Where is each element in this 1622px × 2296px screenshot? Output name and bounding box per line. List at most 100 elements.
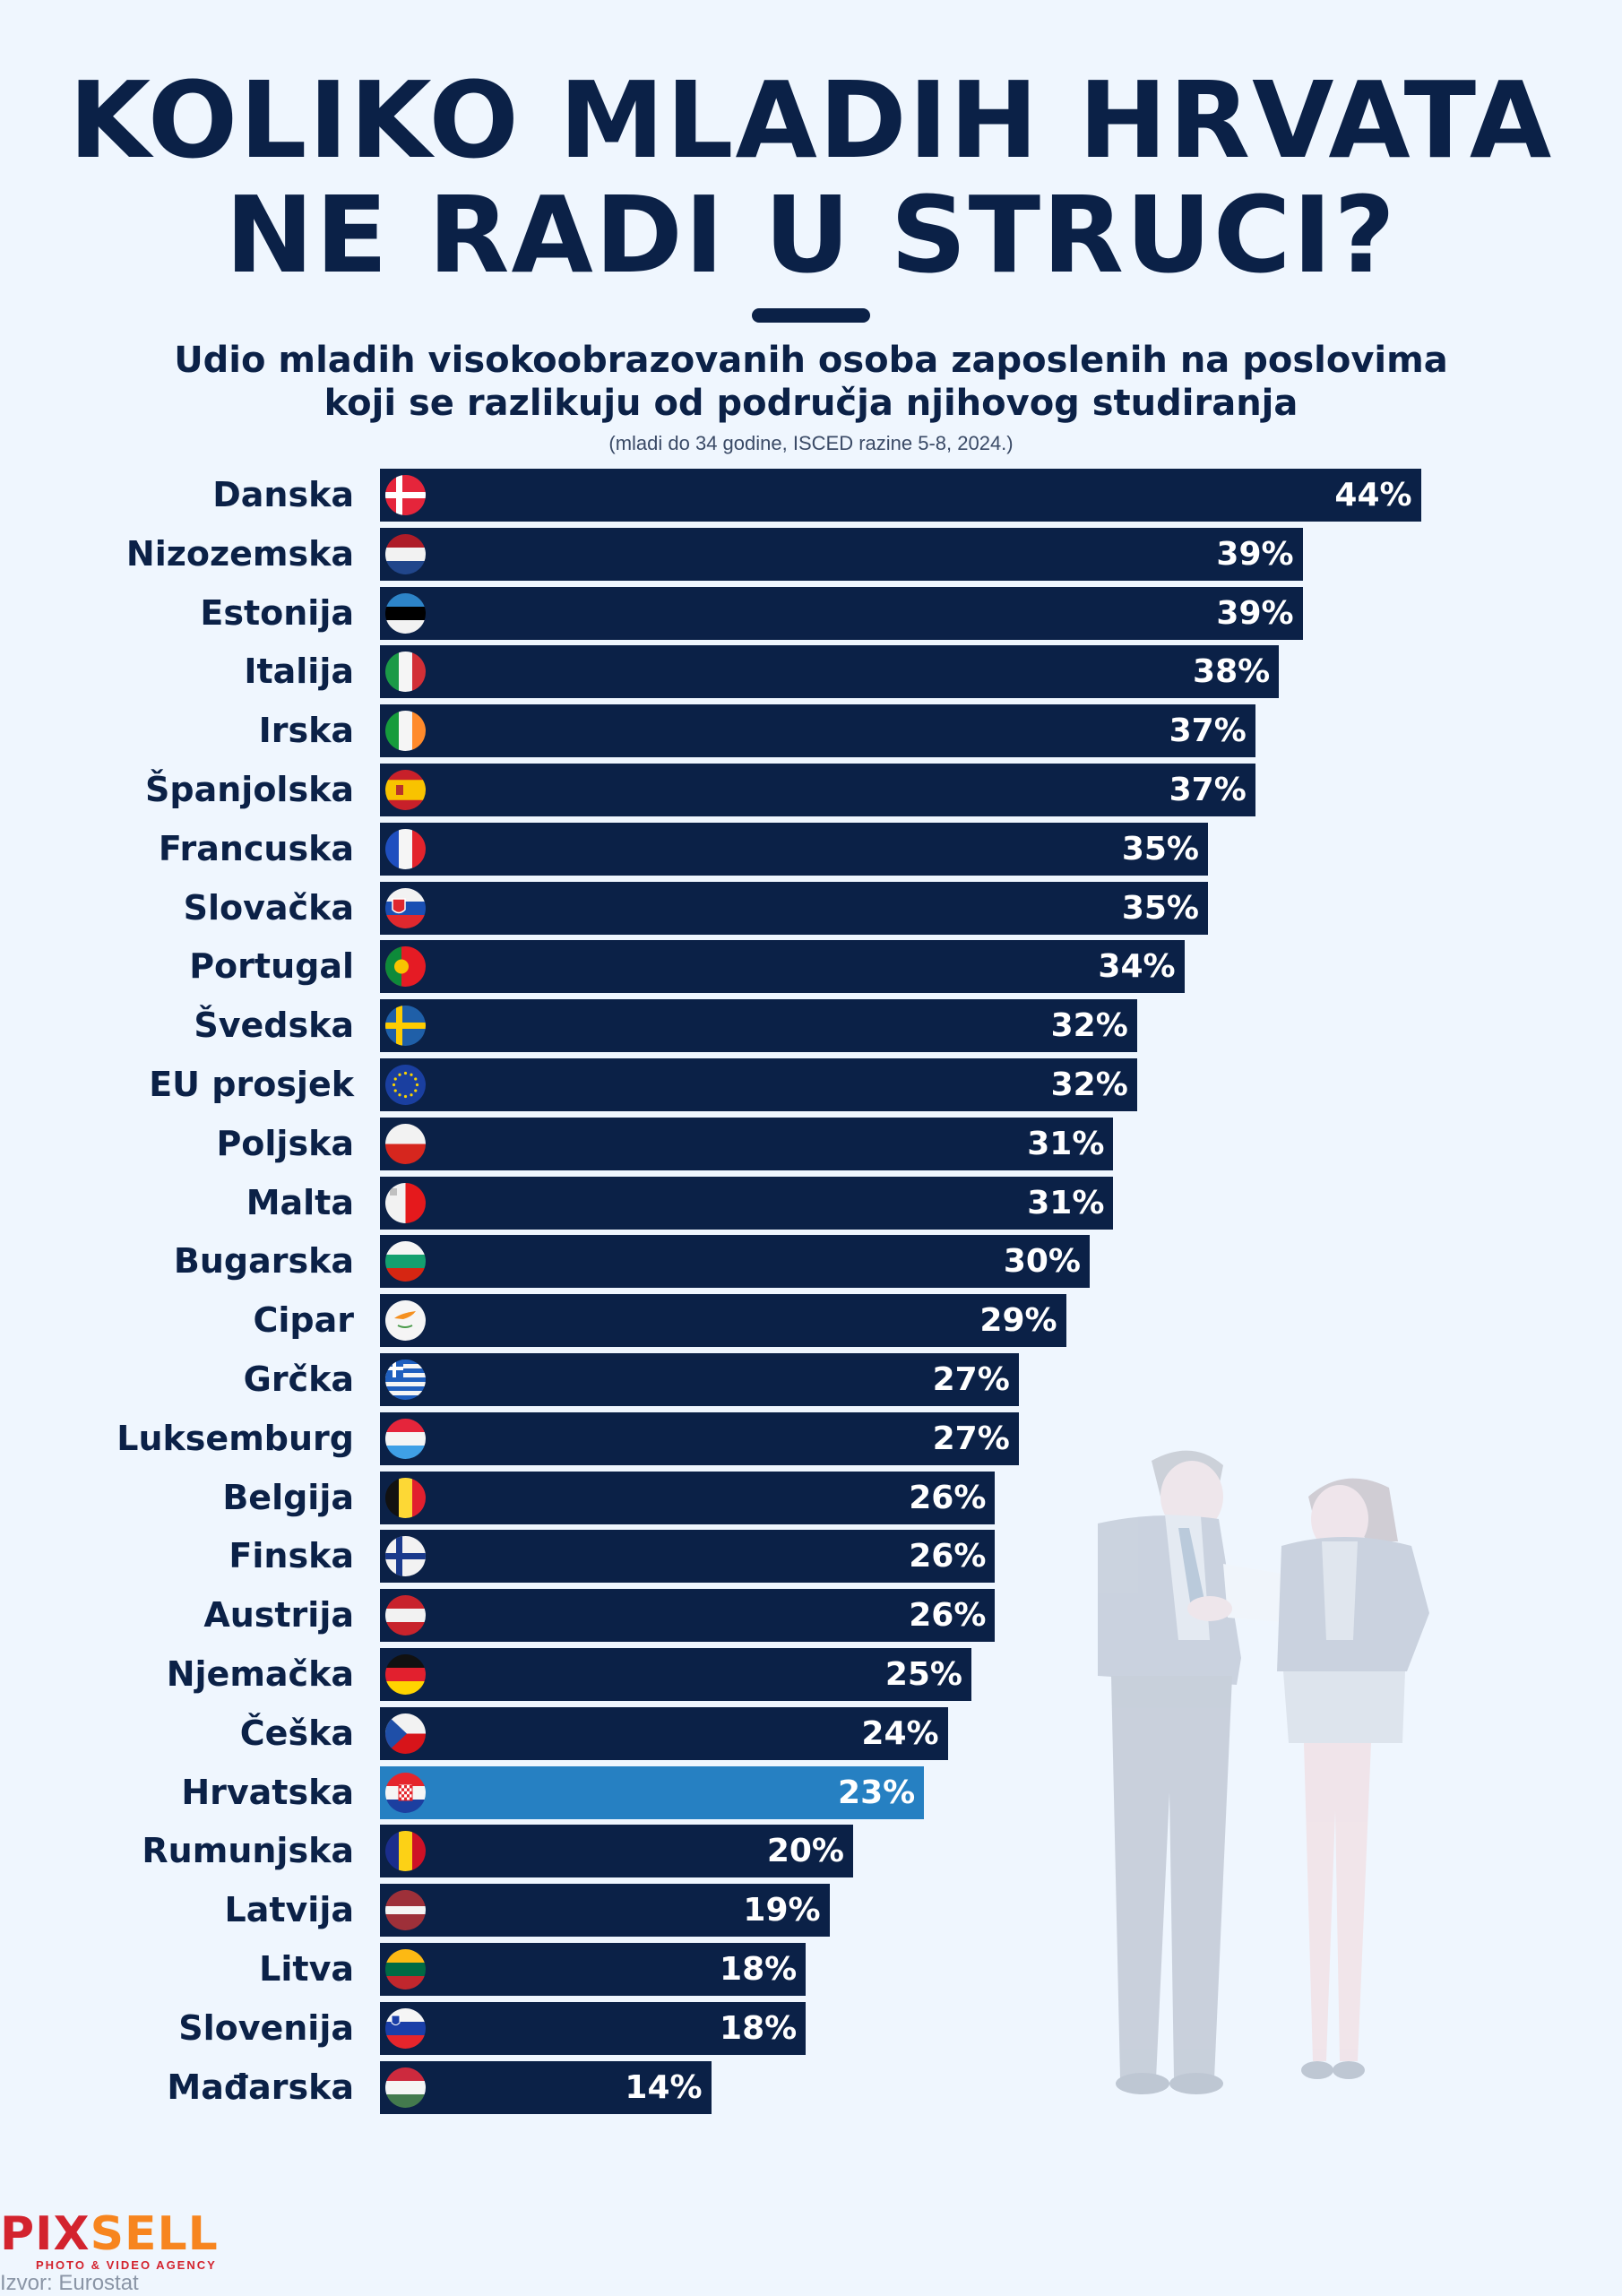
bar: 30% <box>380 1235 1090 1289</box>
title-line-2: NE RADI U STRUCI? <box>225 173 1397 297</box>
bar: 35% <box>380 822 1208 876</box>
spain-flag-icon <box>385 770 426 810</box>
chart-subtitle: Udio mladih visokoobrazovanih osoba zapo… <box>0 339 1622 425</box>
denmark-flag-icon <box>385 475 426 515</box>
value-label: 24% <box>861 1714 939 1752</box>
value-label: 19% <box>743 1892 821 1929</box>
estonia-flag-icon <box>385 592 426 634</box>
category-label: Mađarska <box>167 2067 354 2107</box>
man-shoe-left-icon <box>1116 2073 1169 2094</box>
value-label: 38% <box>1193 653 1271 691</box>
category-label: Poljska <box>216 1123 354 1163</box>
subtitle-line-1: Udio mladih visokoobrazovanih osoba zapo… <box>174 340 1448 381</box>
man-head-icon <box>1160 1461 1223 1532</box>
title-divider <box>752 308 870 323</box>
bar: 39% <box>380 527 1303 581</box>
category-label: Austrija <box>203 1595 354 1636</box>
bulgaria-flag-icon <box>385 1241 426 1282</box>
value-label: 23% <box>838 1774 916 1811</box>
belgium-flag-icon <box>385 1477 426 1518</box>
category-label: Češka <box>239 1713 354 1753</box>
value-label: 44% <box>1334 477 1412 514</box>
man-shoe-right-icon <box>1169 2073 1223 2094</box>
category-label: Bugarska <box>173 1241 354 1282</box>
bar: 24% <box>380 1706 948 1760</box>
value-label: 35% <box>1121 889 1199 927</box>
bar: 32% <box>380 1058 1137 1111</box>
bar: 35% <box>380 881 1208 935</box>
latvia-flag-icon <box>385 1890 426 1931</box>
business-people-illustration <box>1098 1450 1429 2094</box>
bar: 26% <box>380 1471 996 1524</box>
bar: 37% <box>380 764 1255 816</box>
bar: 32% <box>380 999 1137 1053</box>
category-label: Grčka <box>243 1359 354 1399</box>
bar: 29% <box>380 1294 1066 1348</box>
greece-flag-icon <box>385 1359 426 1400</box>
category-label: Malta <box>246 1182 354 1222</box>
croatia-flag-icon <box>385 1772 426 1813</box>
man-jacket-icon <box>1098 1515 1241 1685</box>
eu-flag-icon <box>385 1065 426 1105</box>
woman-top-icon <box>1322 1541 1358 1640</box>
value-label: 39% <box>1216 535 1294 573</box>
value-label: 14% <box>625 2068 703 2106</box>
value-label: 20% <box>766 1833 844 1870</box>
value-label: 31% <box>1027 1125 1105 1162</box>
bar: 27% <box>380 1411 1019 1465</box>
value-label: 37% <box>1169 772 1247 808</box>
luxembourg-flag-icon <box>385 1418 426 1459</box>
category-label: Irska <box>258 711 354 751</box>
italy-flag-icon <box>385 652 426 693</box>
austria-flag-icon <box>385 1595 426 1636</box>
ireland-flag-icon <box>385 711 426 752</box>
value-label: 29% <box>979 1302 1057 1340</box>
source-note: Izvor: Eurostat <box>0 2271 139 2295</box>
value-label: 26% <box>909 1538 987 1575</box>
finland-flag-icon <box>385 1536 426 1577</box>
hungary-flag-icon <box>385 2067 426 2108</box>
poland-flag-icon <box>385 1123 426 1164</box>
category-label: Slovačka <box>183 887 354 928</box>
woman-shoe-left-icon <box>1301 2061 1333 2079</box>
bar: 14% <box>380 2060 712 2114</box>
woman-shoe-right-icon <box>1333 2061 1365 2079</box>
value-label: 31% <box>1027 1184 1105 1221</box>
category-label: Litva <box>259 1949 354 1989</box>
malta-flag-icon <box>385 1182 426 1223</box>
bar: 31% <box>380 1117 1114 1170</box>
value-label: 25% <box>884 1656 962 1693</box>
cyprus-flag-icon <box>385 1300 426 1342</box>
value-label: 37% <box>1169 712 1247 750</box>
bar: 44% <box>380 469 1421 522</box>
france-flag-icon <box>385 828 426 869</box>
category-label: Hrvatska <box>181 1772 354 1812</box>
man-tie-icon <box>1178 1528 1205 1613</box>
category-label: Luksemburg <box>116 1418 354 1458</box>
bar: 18% <box>380 1943 807 1996</box>
value-label: 18% <box>720 1951 798 1988</box>
value-label: 26% <box>909 1479 987 1516</box>
value-label: 18% <box>720 2009 798 2047</box>
subtitle-line-2: koji se razlikuju od područja njihovog s… <box>324 383 1298 424</box>
category-label: Italija <box>244 652 354 692</box>
category-label: EU prosjek <box>149 1065 354 1104</box>
man-hand-icon <box>1187 1596 1232 1621</box>
value-label: 34% <box>1098 948 1176 986</box>
woman-legs-icon <box>1304 1743 1371 2061</box>
value-label: 39% <box>1216 594 1294 632</box>
slovenia-flag-icon <box>385 2007 426 2049</box>
pixsell-logo: PIXSELL <box>0 2210 219 2258</box>
bar: 34% <box>380 940 1185 994</box>
bar: 26% <box>380 1589 996 1643</box>
woman-skirt-icon <box>1283 1671 1405 1743</box>
czechia-flag-icon <box>385 1713 426 1754</box>
logo-part-2: SELL <box>90 2207 219 2261</box>
bar-highlighted: 23% <box>380 1765 925 1819</box>
bar: 38% <box>380 645 1280 699</box>
bar: 18% <box>380 2001 807 2055</box>
woman-head-icon <box>1311 1485 1368 1553</box>
category-label: Francuska <box>158 828 354 868</box>
value-label: 35% <box>1121 830 1199 867</box>
